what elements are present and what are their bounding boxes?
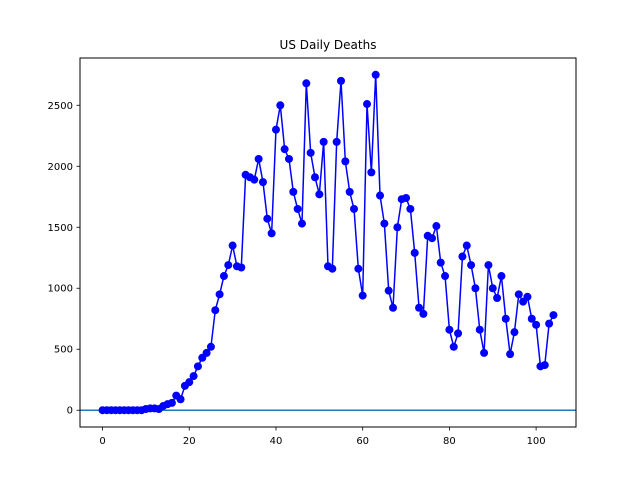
data-point [337, 76, 346, 85]
data-point [297, 219, 306, 228]
data-point [428, 234, 437, 243]
data-point [284, 154, 293, 163]
x-tick-label: 80 [443, 436, 456, 447]
data-point [545, 319, 554, 328]
x-tick-label: 0 [99, 436, 105, 447]
data-point [167, 398, 176, 407]
data-point [376, 191, 385, 200]
y-tick-label: 2500 [48, 101, 73, 112]
data-point [250, 175, 259, 184]
data-point [263, 214, 272, 223]
data-point [436, 258, 445, 267]
data-point [514, 290, 523, 299]
data-point [328, 264, 337, 273]
x-tick-label: 20 [183, 436, 196, 447]
axes-frame [79, 57, 577, 428]
data-point [237, 263, 246, 272]
data-point [393, 223, 402, 232]
data-point [224, 261, 233, 270]
data-point [549, 311, 558, 320]
data-point [410, 248, 419, 257]
data-point [276, 101, 285, 110]
data-point [501, 314, 510, 323]
data-point [458, 252, 467, 261]
data-point [302, 79, 311, 88]
data-point [293, 204, 302, 213]
data-point [406, 204, 415, 213]
data-point [493, 294, 502, 303]
data-point [319, 137, 328, 146]
data-point [441, 272, 450, 281]
data-point [176, 395, 185, 404]
chart-title: US Daily Deaths [280, 38, 377, 52]
data-point [488, 284, 497, 293]
data-point [267, 229, 276, 238]
data-point [354, 264, 363, 273]
data-point [306, 148, 315, 157]
data-point [419, 309, 428, 318]
data-point [484, 261, 493, 270]
data-point [475, 325, 484, 334]
data-point [332, 137, 341, 146]
y-tick-label: 1000 [48, 284, 73, 295]
data-point [228, 241, 237, 250]
data-point [193, 362, 202, 371]
y-tick-label: 500 [54, 345, 73, 356]
data-point [345, 187, 354, 196]
data-point [341, 157, 350, 166]
data-point [445, 325, 454, 334]
data-point [540, 361, 549, 370]
data-point [467, 261, 476, 270]
data-point [506, 350, 515, 359]
data-point [185, 378, 194, 387]
data-point [258, 178, 267, 187]
data-point [367, 168, 376, 177]
x-tick-label: 60 [356, 436, 369, 447]
x-tick-label: 40 [270, 436, 283, 447]
data-point [363, 100, 372, 109]
data-point [532, 320, 541, 329]
data-point [371, 70, 380, 79]
data-point [527, 314, 536, 323]
data-point [389, 303, 398, 312]
data-point [471, 284, 480, 293]
data-point [462, 241, 471, 250]
data-point [432, 222, 441, 231]
data-point [350, 204, 359, 213]
data-point [206, 342, 215, 351]
data-point [402, 193, 411, 202]
y-tick-label: 0 [67, 406, 73, 417]
data-point [480, 348, 489, 357]
y-tick-label: 1500 [48, 223, 73, 234]
data-point [310, 173, 319, 182]
data-point [358, 291, 367, 300]
data-point [289, 187, 298, 196]
data-point [202, 348, 211, 357]
x-tick-label: 100 [527, 436, 546, 447]
data-point [254, 154, 263, 163]
data-point [315, 190, 324, 199]
data-point [415, 303, 424, 312]
data-point [211, 306, 220, 315]
plot-area [98, 70, 558, 415]
data-point [271, 125, 280, 134]
data-point [189, 372, 198, 381]
data-point [497, 272, 506, 281]
data-point [523, 292, 532, 301]
data-point [380, 219, 389, 228]
data-point [215, 290, 224, 299]
data-point [449, 342, 458, 351]
y-tick-label: 2000 [48, 162, 73, 173]
data-point [384, 286, 393, 295]
data-point [219, 272, 228, 281]
data-point [510, 328, 519, 337]
data-point [280, 145, 289, 154]
data-point [454, 329, 463, 338]
